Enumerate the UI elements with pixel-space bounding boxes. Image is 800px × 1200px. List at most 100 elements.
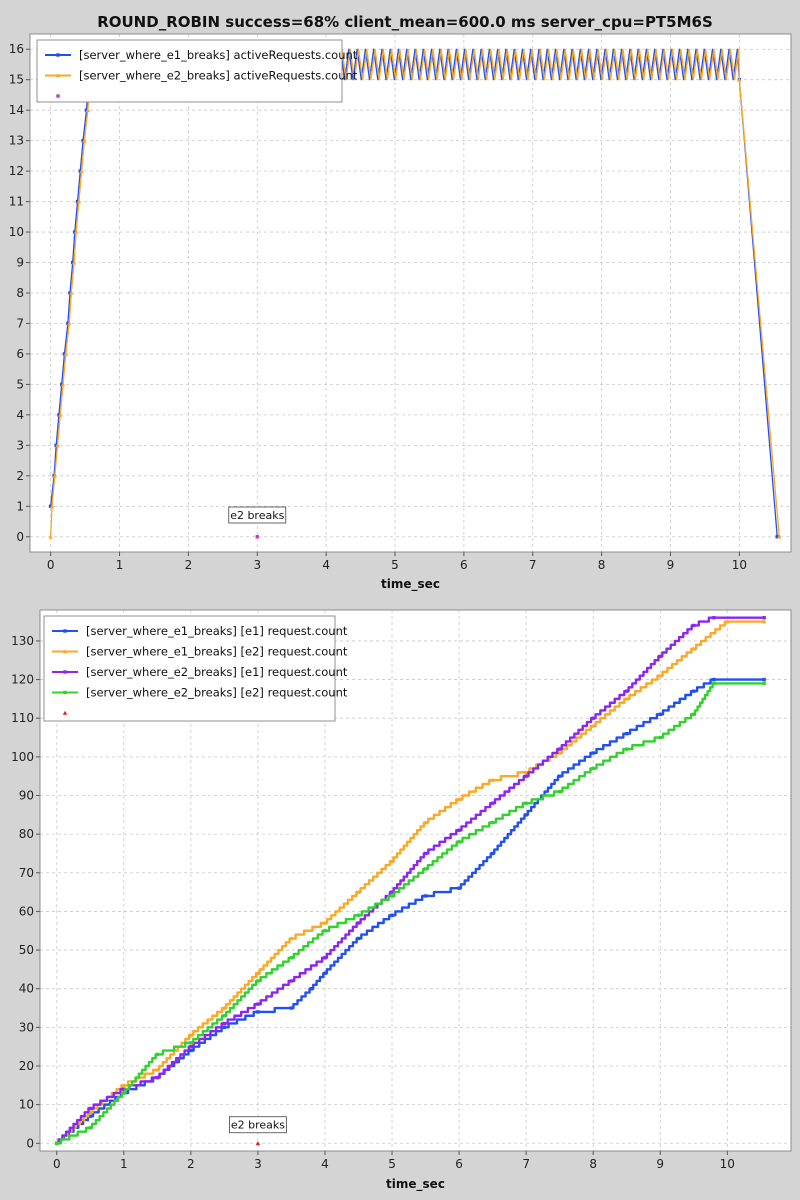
data-point bbox=[121, 1083, 127, 1088]
data-point bbox=[625, 747, 629, 751]
data-point bbox=[712, 681, 716, 686]
data-point bbox=[63, 351, 69, 356]
data-point bbox=[58, 412, 63, 417]
y-tick-label: 13 bbox=[9, 134, 24, 148]
data-point bbox=[725, 619, 730, 624]
x-tick-label: 7 bbox=[522, 1157, 530, 1171]
grid-lines bbox=[30, 34, 791, 552]
data-point bbox=[692, 689, 696, 693]
y-tick-label: 80 bbox=[19, 827, 34, 841]
data-point bbox=[423, 867, 428, 871]
x-tick-label: 1 bbox=[116, 558, 124, 572]
data-point bbox=[69, 290, 74, 295]
plot-frame bbox=[39, 609, 792, 1152]
data-point bbox=[62, 352, 67, 356]
y-tick-label: 90 bbox=[19, 788, 34, 802]
data-point bbox=[356, 921, 361, 925]
y-tick-label: 8 bbox=[16, 286, 24, 300]
data-point bbox=[155, 1075, 160, 1080]
data-point bbox=[222, 1014, 227, 1018]
data-point bbox=[84, 108, 89, 112]
event-marker bbox=[255, 1141, 261, 1146]
x-tick-label: 10 bbox=[732, 558, 747, 572]
data-point bbox=[88, 1114, 92, 1118]
data-point bbox=[457, 840, 461, 844]
data-point bbox=[323, 956, 327, 960]
data-point bbox=[761, 619, 767, 624]
data-point bbox=[289, 956, 294, 960]
data-point bbox=[289, 1006, 294, 1010]
data-point bbox=[222, 1025, 227, 1030]
y-tick-label: 20 bbox=[19, 1059, 34, 1073]
data-point bbox=[775, 535, 779, 539]
data-point bbox=[68, 291, 72, 295]
data-point bbox=[624, 696, 629, 701]
x-tick-label: 4 bbox=[322, 558, 330, 572]
data-point bbox=[762, 616, 766, 620]
x-tick-label: 3 bbox=[254, 1157, 262, 1171]
y-tick-label: 7 bbox=[16, 316, 24, 330]
data-point bbox=[557, 774, 562, 778]
x-tick-label: 0 bbox=[53, 1157, 61, 1171]
data-point bbox=[625, 689, 629, 693]
data-point bbox=[256, 1010, 260, 1014]
grid-lines bbox=[40, 610, 791, 1151]
data-point bbox=[122, 1087, 126, 1091]
data-point bbox=[356, 889, 361, 894]
y-tick-label: 9 bbox=[16, 256, 24, 270]
data-point bbox=[524, 774, 528, 778]
data-point bbox=[73, 230, 77, 234]
x-tick-label: 5 bbox=[391, 558, 399, 572]
legend-label: [server_where_e1_breaks] [e1] request.co… bbox=[86, 624, 348, 638]
data-point bbox=[73, 229, 79, 234]
data-point bbox=[490, 851, 495, 856]
annotation-label: e2 breaks bbox=[231, 1119, 285, 1132]
data-point bbox=[691, 646, 696, 651]
legend-event-marker bbox=[56, 94, 60, 98]
x-tick-label: 9 bbox=[656, 1157, 664, 1171]
x-tick-label: 0 bbox=[47, 558, 55, 572]
data-point bbox=[323, 929, 327, 933]
data-point bbox=[557, 747, 562, 751]
chart-panel-1: 0 1 2 3 4 5 6 7 8 9 10012345678910111213141516time… bbox=[9, 33, 792, 592]
data-point bbox=[557, 789, 562, 794]
data-point bbox=[189, 1044, 193, 1049]
x-axis-label: time_sec bbox=[386, 1177, 445, 1192]
legend-label: [server_where_e1_breaks] activeRequests.… bbox=[79, 48, 358, 62]
x-tick-label: 3 bbox=[253, 558, 261, 572]
x-tick-label: 7 bbox=[529, 558, 537, 572]
data-point bbox=[309, 987, 314, 991]
x-tick-label: 2 bbox=[187, 1157, 195, 1171]
data-point bbox=[66, 321, 70, 326]
data-point bbox=[591, 766, 595, 771]
data-point bbox=[59, 382, 64, 387]
data-point bbox=[456, 797, 462, 802]
x-tick-label: 8 bbox=[589, 1157, 597, 1171]
y-tick-label: 5 bbox=[16, 377, 24, 391]
y-tick-label: 6 bbox=[16, 347, 24, 361]
data-point bbox=[79, 168, 84, 173]
data-point bbox=[155, 1052, 160, 1057]
data-point bbox=[88, 1106, 92, 1111]
y-tick-label: 100 bbox=[11, 750, 34, 764]
y-tick-label: 15 bbox=[9, 73, 24, 87]
data-point bbox=[737, 77, 742, 82]
data-point bbox=[658, 735, 662, 740]
series-line-4 bbox=[56, 682, 765, 1145]
data-point bbox=[323, 971, 327, 975]
x-tick-label: 2 bbox=[185, 558, 193, 572]
legend: [server_where_e1_breaks] [e1] request.co… bbox=[43, 615, 348, 722]
y-tick-label: 14 bbox=[9, 103, 24, 117]
data-point bbox=[457, 828, 461, 832]
data-point bbox=[658, 673, 663, 678]
data-point bbox=[81, 138, 85, 143]
series-line-2 bbox=[56, 620, 765, 1145]
data-point bbox=[48, 534, 53, 539]
x-tick-label: 10 bbox=[720, 1157, 735, 1171]
data-point bbox=[222, 1021, 227, 1026]
data-point bbox=[777, 534, 782, 539]
y-tick-label: 60 bbox=[19, 904, 34, 918]
data-point bbox=[289, 979, 294, 983]
y-tick-label: 2 bbox=[16, 469, 24, 483]
